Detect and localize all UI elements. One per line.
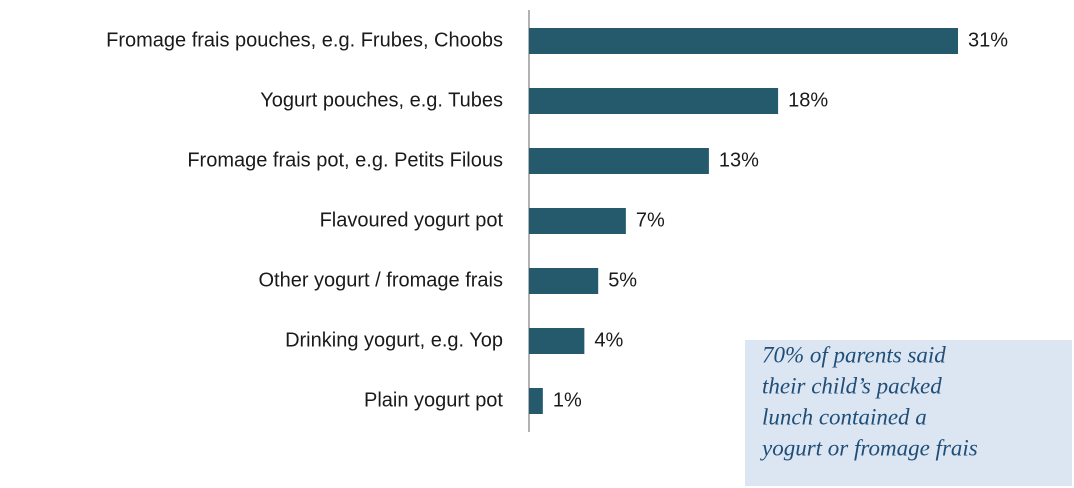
bar <box>529 328 585 354</box>
category-label: Flavoured yogurt pot <box>320 209 504 231</box>
category-label: Yogurt pouches, e.g. Tubes <box>260 89 503 111</box>
data-label: 31% <box>968 29 1008 51</box>
bar <box>529 28 958 54</box>
data-label: 1% <box>553 389 582 411</box>
bar <box>529 88 779 114</box>
category-label: Drinking yogurt, e.g. Yop <box>285 329 503 351</box>
annotation-text: lunch contained a <box>762 404 927 429</box>
bar <box>529 388 543 414</box>
category-label: Other yogurt / fromage frais <box>258 269 503 291</box>
category-label: Fromage frais pouches, e.g. Frubes, Choo… <box>106 29 503 51</box>
category-label: Fromage frais pot, e.g. Petits Filous <box>187 149 503 171</box>
data-label: 4% <box>594 329 623 351</box>
data-label: 7% <box>636 209 665 231</box>
annotation-text: their child’s packed <box>762 373 942 398</box>
bar <box>529 208 626 234</box>
bar <box>529 148 709 174</box>
annotation-text: yogurt or fromage frais <box>760 435 978 460</box>
annotation-text: 70% of parents said <box>762 342 946 367</box>
category-label: Plain yogurt pot <box>364 389 503 411</box>
data-label: 5% <box>608 269 637 291</box>
data-label: 18% <box>788 89 828 111</box>
annotation-box <box>745 340 1072 486</box>
data-label: 13% <box>719 149 759 171</box>
bar <box>529 268 599 294</box>
